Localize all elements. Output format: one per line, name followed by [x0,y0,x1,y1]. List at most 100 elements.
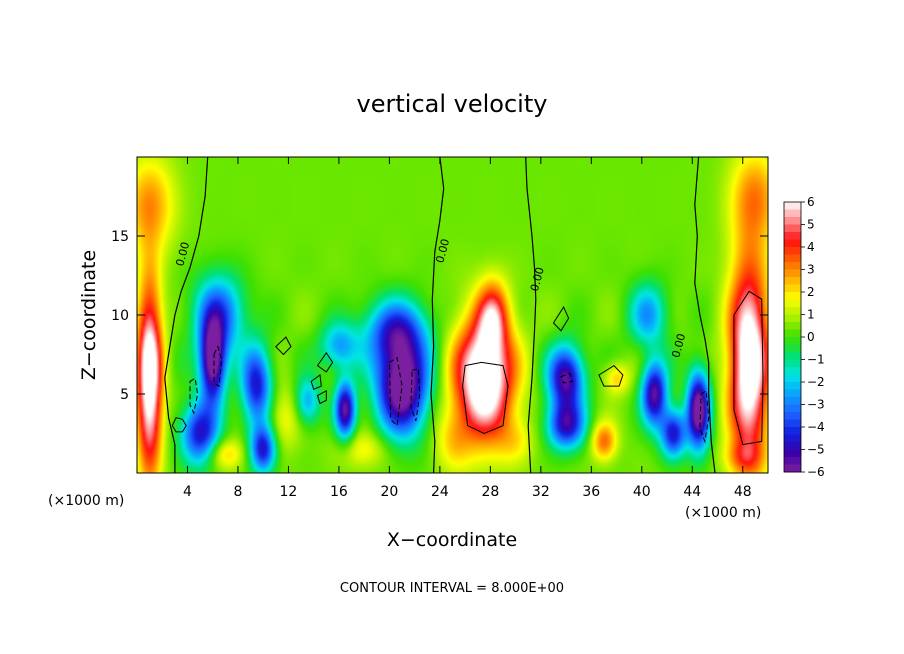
colorbar-block [784,397,801,405]
negative-contour-0 [213,345,223,387]
colorbar-block [784,307,801,315]
colorbar-block [784,217,801,225]
colorbar-block [784,269,801,278]
negative-contour-4 [699,389,710,444]
colorbar-tick-label: −6 [807,465,825,479]
negative-contour-3 [410,368,421,422]
negative-contour-5 [560,372,574,384]
colorbar-block [784,427,801,435]
contour-label-0: 0.00 [173,241,192,268]
x-tick-label: 12 [280,484,298,500]
x-unit-label-left: (×1000 m) [48,493,124,509]
zero-contour-0 [164,157,209,473]
y-tick-label: 15 [111,229,129,245]
x-tick-label: 20 [380,484,398,500]
colorbar-block [784,262,801,270]
vertical-velocity-field [137,157,768,473]
y-axis-label: Z−coordinate [78,250,100,380]
closed-contour-2 [733,290,764,446]
colorbar-block [784,292,801,300]
colorbar-block [784,329,801,338]
colorbar-block [784,404,801,413]
x-tick-label: 40 [633,484,651,500]
colorbar-block [784,322,801,330]
colorbar-block [784,382,801,390]
closed-contour-5 [310,374,322,390]
colorbar-tick-label: −2 [807,375,825,389]
colorbar-tick-labels: 6 5 4 3 2 1 0 −1 −2 −3 −4 −5 −6 [801,195,825,479]
x-axis-ticks: 4 8 12 16 20 24 28 32 36 40 44 48 [183,157,752,500]
colorbar-block [784,284,801,293]
zero-contour-3 [694,157,716,473]
colorbar-block [784,344,801,353]
colorbar-blocks [784,202,801,473]
colorbar-block [784,464,801,473]
colorbar-tick-label: 3 [807,263,815,277]
colorbar-block [784,449,801,458]
y-tick-label: 5 [120,387,129,403]
contour-label-1: 0.00 [433,237,452,264]
zero-contour-2 [525,157,537,473]
closed-contour-6 [316,389,327,405]
negative-contour-2 [388,356,403,427]
colorbar-tick-label: 2 [807,285,815,299]
x-tick-label: 4 [183,484,192,500]
colorbar-block [784,337,801,345]
contour-label-3: 0.00 [669,332,688,359]
colorbar-block [784,202,801,210]
colorbar-block [784,419,801,428]
contour-lines [164,157,764,473]
colorbar-tick-label: 6 [807,195,815,209]
contour-labels: 0.00 0.00 0.00 0.00 [173,237,688,359]
colorbar-block [784,434,801,443]
colorbar-block [784,299,801,308]
x-tick-label: 28 [481,484,499,500]
colorbar-block [784,442,801,450]
chart-title: vertical velocity [357,90,548,118]
plot-area: 0.00 0.00 0.00 0.00 [136,156,769,474]
colorbar-tick-label: 4 [807,240,815,254]
x-tick-label: 44 [683,484,701,500]
colorbar-block [784,352,801,360]
closed-contour-3 [598,364,624,387]
closed-contour-1 [462,361,509,435]
colorbar-block [784,314,801,323]
colorbar-block [784,367,801,375]
colorbar-block [784,389,801,398]
colorbar-tick-label: 1 [807,308,815,322]
colorbar-block [784,239,801,248]
y-tick-label: 10 [111,308,129,324]
zero-contour-1 [430,157,445,473]
x-tick-label: 24 [431,484,449,500]
closed-contour-7 [275,336,292,356]
colorbar-tick-label: 0 [807,330,815,344]
contour-interval-note: CONTOUR INTERVAL = 8.000E+00 [340,581,564,596]
colorbar: 6 5 4 3 2 1 0 −1 −2 −3 −4 −5 −6 [783,195,825,479]
x-unit-label-right: (×1000 m) [685,505,761,521]
x-tick-label: 8 [233,484,242,500]
colorbar-block [784,277,801,285]
colorbar-tick-label: −1 [807,353,825,367]
closed-contour-4 [316,352,334,373]
closed-contour-0 [171,417,187,433]
colorbar-tick-label: −4 [807,420,825,434]
colorbar-block [784,457,801,465]
colorbar-block [784,232,801,240]
colorbar-block [784,412,801,420]
x-tick-label: 16 [330,484,348,500]
colorbar-block [784,224,801,233]
x-tick-label: 48 [734,484,752,500]
contour-label-2: 0.00 [528,266,547,293]
closed-contour-8 [552,306,570,332]
colorbar-block [784,254,801,263]
colorbar-block [784,247,801,255]
x-tick-label: 32 [532,484,550,500]
colorbar-tick-label: −5 [807,443,825,457]
colorbar-block [784,209,801,218]
x-axis-label: X−coordinate [387,529,517,551]
colorbar-block [784,374,801,383]
colorbar-tick-label: 5 [807,218,815,232]
colorbar-block [784,359,801,368]
y-axis-ticks: 5 10 15 [111,229,768,403]
